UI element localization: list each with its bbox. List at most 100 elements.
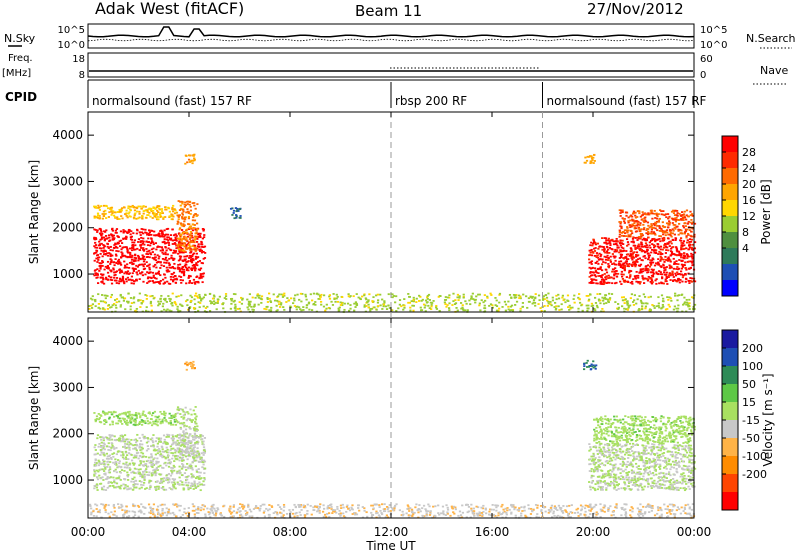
heatmap-cell: [620, 273, 623, 276]
heatmap-cell: [159, 410, 162, 413]
heatmap-cell: [187, 452, 191, 455]
heatmap-cell: [685, 218, 688, 221]
heatmap-cell: [126, 249, 129, 252]
heatmap-cell: [650, 278, 653, 281]
heatmap-cell: [619, 221, 623, 224]
heatmap-cell: [158, 232, 161, 235]
heatmap-cell: [534, 297, 537, 300]
heatmap-cell: [115, 414, 118, 417]
heatmap-cell: [169, 449, 172, 452]
heatmap-cell: [190, 241, 193, 243]
heatmap-cell: [631, 253, 634, 256]
heatmap-cell: [670, 235, 673, 238]
heatmap-cell: [167, 207, 171, 210]
heatmap-cell: [176, 214, 180, 217]
heatmap-cell: [145, 232, 148, 234]
heatmap-cell: [125, 272, 129, 275]
heatmap-cell: [634, 216, 637, 219]
heatmap-cell: [603, 250, 606, 253]
heatmap-cell: [637, 309, 640, 312]
heatmap-cell: [171, 481, 174, 484]
heatmap-cell: [638, 245, 641, 248]
heatmap-cell: [170, 414, 173, 417]
heatmap-cell: [123, 478, 126, 480]
heatmap-cell: [594, 270, 597, 273]
heatmap-cell: [95, 246, 98, 249]
heatmap-cell: [125, 235, 128, 238]
heatmap-cell: [182, 464, 185, 466]
heatmap-cell: [141, 214, 144, 217]
heatmap-cell: [154, 415, 157, 418]
heatmap-cell: [684, 225, 687, 228]
heatmap-cell: [273, 299, 277, 302]
heatmap-cell: [109, 249, 112, 251]
heatmap-cell: [177, 248, 181, 251]
heatmap-cell: [562, 505, 565, 507]
heatmap-cell: [109, 411, 113, 414]
heatmap-cell: [309, 293, 312, 296]
heatmap-cell: [168, 458, 171, 461]
heatmap-cell: [633, 275, 637, 278]
heatmap-cell: [164, 253, 167, 256]
heatmap-cell: [597, 247, 600, 250]
heatmap-cell: [173, 481, 176, 484]
heatmap-cell: [122, 279, 125, 282]
nsky-panel: N.Sky 10^5 10^0 10^5 10^0 N.Search: [4, 23, 796, 51]
heatmap-cell: [123, 446, 126, 448]
heatmap-cell: [689, 514, 692, 517]
heatmap-cell: [611, 282, 614, 285]
heatmap-cell: [555, 305, 558, 308]
power-colorbar-swatch: [722, 216, 738, 232]
heatmap-cell: [137, 205, 140, 208]
heatmap-cell: [420, 299, 423, 302]
heatmap-cell: [677, 254, 680, 256]
heatmap-cell: [110, 276, 113, 279]
heatmap-cell: [246, 306, 249, 309]
heatmap-cell: [181, 423, 184, 426]
power-colorbar-swatch: [722, 184, 738, 200]
heatmap-cell: [667, 217, 670, 220]
heatmap-cell: [504, 309, 507, 312]
heatmap-cell: [464, 309, 467, 312]
heatmap-cell: [666, 246, 669, 249]
heatmap-cell: [379, 293, 382, 296]
heatmap-cell: [124, 230, 127, 233]
heatmap-cell: [128, 261, 132, 264]
heatmap-cell: [122, 440, 125, 443]
heatmap-cell: [122, 231, 125, 234]
heatmap-cell: [191, 419, 194, 422]
heatmap-cell: [682, 242, 685, 244]
heatmap-cell: [199, 267, 203, 270]
heatmap-cell: [365, 305, 368, 307]
heatmap-cell: [99, 300, 103, 303]
heatmap-cell: [626, 280, 629, 283]
heatmap-cell: [189, 444, 192, 447]
heatmap-cell: [673, 305, 676, 308]
heatmap-cell: [100, 451, 103, 454]
heatmap-cell: [591, 250, 594, 253]
heatmap-cell: [150, 463, 153, 466]
heatmap-cell: [196, 447, 199, 450]
heatmap-cell: [95, 238, 98, 241]
heatmap-cell: [196, 260, 200, 263]
heatmap-cell: [124, 463, 127, 466]
heatmap-cell: [199, 273, 202, 275]
heatmap-cell: [644, 305, 648, 308]
heatmap-cell: [167, 421, 170, 424]
heatmap-cell: [644, 219, 647, 222]
heatmap-cell: [152, 276, 155, 279]
heatmap-cell: [621, 209, 624, 212]
heatmap-cell: [668, 245, 671, 247]
heatmap-cell: [691, 221, 695, 224]
heatmap-cell: [167, 262, 171, 265]
heatmap-cell: [158, 418, 161, 421]
heatmap-cell: [99, 276, 102, 279]
heatmap-cell: [114, 458, 117, 461]
heatmap-cell: [173, 414, 177, 417]
heatmap-cell: [415, 297, 418, 300]
heatmap-cell: [111, 228, 114, 231]
heatmap-cell: [668, 229, 672, 231]
heatmap-cell: [108, 236, 111, 239]
heatmap-cell: [620, 234, 624, 237]
heatmap-cell: [631, 232, 634, 235]
